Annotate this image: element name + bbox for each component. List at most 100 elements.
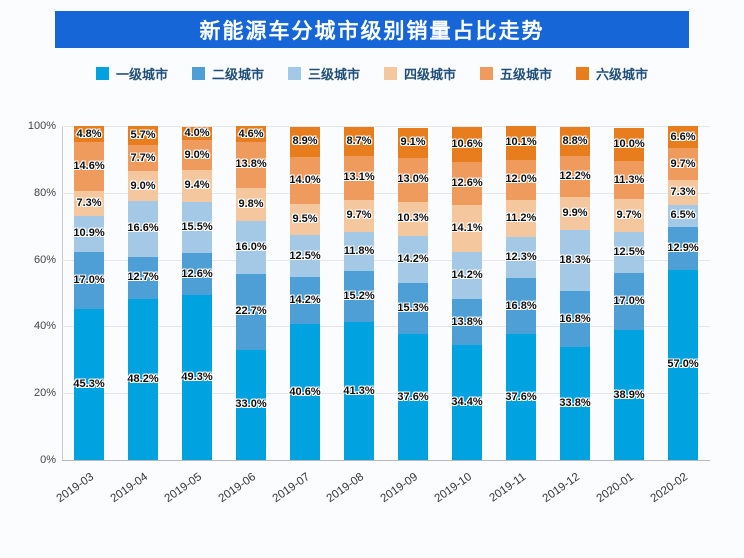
- segment-value-label: 12.2%: [559, 169, 591, 182]
- legend-item-tier3: 三级城市: [287, 64, 360, 83]
- legend-item-tier6: 六级城市: [576, 64, 648, 83]
- segment-value-label: 9.7%: [346, 209, 372, 222]
- y-axis: 0% 20% 40% 60% 80% 100%: [10, 120, 56, 466]
- bar-segment: 7.3%: [668, 180, 698, 205]
- bar-segment: 7.3%: [74, 191, 104, 216]
- segment-value-label: 14.2%: [289, 294, 321, 307]
- bar-segment: 11.2%: [506, 199, 536, 238]
- segment-value-label: 49.3%: [181, 371, 213, 384]
- legend: 一级城市 二级城市 三级城市 四级城市 五级城市 六级城市: [0, 64, 744, 83]
- x-axis-tick: 2020-01: [594, 471, 636, 506]
- bar-segment: 14.1%: [451, 204, 483, 252]
- bar-segment: 14.2%: [289, 276, 321, 325]
- segment-value-label: 7.3%: [670, 186, 696, 199]
- segment-value-label: 9.4%: [184, 179, 210, 192]
- bar-segment: 13.1%: [343, 155, 375, 200]
- bar-2019-11: 37.6% 16.8% 12.3% 11.2% 12.0% 10.1%: [505, 126, 537, 460]
- legend-item-tier1: 一级城市: [95, 64, 168, 83]
- bar-segment: 12.2%: [559, 156, 591, 197]
- gridline: [62, 126, 710, 127]
- segment-value-label: 22.7%: [235, 305, 267, 318]
- bar-segment: 12.6%: [181, 253, 213, 296]
- bar-2019-10: 34.4% 13.8% 14.2% 14.1% 12.6% 10.6%: [451, 127, 483, 460]
- bar-2019-05: 49.3% 12.6% 15.5% 9.4% 9.0% 4.0%: [181, 126, 213, 460]
- segment-value-label: 16.8%: [505, 299, 537, 312]
- bar-segment: 12.0%: [505, 159, 537, 200]
- bar-2020-01: 38.9% 17.0% 12.5% 9.7% 11.3% 10.0%: [613, 128, 645, 460]
- bar-segment: 9.1%: [398, 127, 428, 159]
- bar-segment: 33.8%: [559, 347, 591, 460]
- bar-segment: 15.5%: [181, 201, 213, 254]
- bar-segment: 57.0%: [667, 269, 699, 460]
- segment-value-label: 14.6%: [73, 160, 105, 173]
- x-axis-tick: 2019-08: [324, 471, 366, 506]
- bar-segment: 9.0%: [128, 171, 158, 202]
- bar-segment: 18.3%: [559, 229, 591, 291]
- segment-value-label: 14.2%: [397, 253, 429, 266]
- bar-segment: 45.3%: [73, 308, 105, 460]
- bar-segment: 34.4%: [451, 345, 483, 460]
- bar-segment: 7.7%: [128, 145, 158, 172]
- segment-value-label: 9.7%: [616, 208, 642, 221]
- segment-value-label: 9.0%: [130, 179, 156, 192]
- segment-value-label: 17.0%: [613, 295, 645, 308]
- segment-value-label: 5.7%: [130, 129, 156, 142]
- segment-value-label: 16.8%: [559, 312, 591, 325]
- bar-segment: 4.8%: [74, 126, 104, 143]
- bar-segment: 10.9%: [73, 215, 105, 252]
- y-axis-line: [62, 126, 63, 461]
- x-axis-tick: 2019-04: [108, 471, 150, 506]
- bar-2019-08: 41.3% 15.2% 11.8% 9.7% 13.1% 8.7%: [343, 126, 375, 460]
- segment-value-label: 9.9%: [562, 206, 588, 219]
- x-axis-tick: 2019-11: [487, 471, 528, 505]
- x-axis-tick: 2019-12: [540, 471, 582, 506]
- segment-value-label: 7.3%: [76, 196, 102, 209]
- legend-label: 四级城市: [404, 67, 457, 82]
- bar-segment: 13.8%: [451, 299, 483, 346]
- bar-segment: 8.7%: [344, 126, 374, 156]
- segment-value-label: 12.5%: [613, 245, 645, 258]
- segment-value-label: 13.1%: [343, 171, 375, 184]
- bar-2020-02: 57.0% 12.9% 6.5% 7.3% 9.7% 6.6%: [667, 126, 699, 460]
- x-axis-tick: 2019-05: [162, 471, 204, 506]
- bar-segment: 4.6%: [236, 126, 266, 142]
- bar-segment: 12.3%: [505, 237, 537, 279]
- x-axis-tick: 2020-02: [648, 471, 690, 506]
- bar-segment: 14.2%: [451, 251, 483, 300]
- bar-segment: 9.7%: [614, 199, 644, 232]
- bar-segment: 37.6%: [505, 334, 537, 460]
- bar-segment: 16.8%: [559, 291, 591, 348]
- gridline: [62, 460, 710, 461]
- segment-value-label: 9.7%: [670, 157, 696, 170]
- legend-swatch-icon: [95, 67, 109, 80]
- bar-segment: 6.5%: [668, 204, 698, 227]
- bar-segment: 17.0%: [613, 273, 645, 331]
- legend-item-tier2: 二级城市: [191, 64, 264, 83]
- bar-segment: 9.5%: [290, 203, 320, 236]
- x-axis-tick: 2019-06: [216, 471, 258, 506]
- bar-segment: 12.9%: [667, 226, 699, 270]
- segment-value-label: 12.6%: [451, 176, 483, 189]
- segment-value-label: 13.8%: [451, 315, 483, 328]
- legend-swatch-icon: [191, 67, 205, 80]
- bar-segment: 48.2%: [127, 299, 159, 460]
- gridline: [62, 393, 710, 395]
- y-axis-tick: 0%: [40, 454, 56, 466]
- segment-value-label: 12.0%: [505, 173, 537, 186]
- bar-segment: 9.9%: [560, 196, 590, 230]
- page-title: 新能源车分城市级别销量占比走势: [55, 11, 689, 48]
- segment-value-label: 16.6%: [127, 222, 159, 235]
- y-axis-tick: 40%: [33, 320, 56, 333]
- bar-segment: 10.0%: [613, 128, 645, 162]
- bar-segment: 9.8%: [236, 187, 266, 221]
- segment-value-label: 10.3%: [397, 212, 429, 225]
- segment-value-label: 14.0%: [289, 173, 321, 186]
- segment-value-label: 12.9%: [667, 241, 699, 254]
- x-axis: 2019-03 2019-04 2019-05 2019-06 2019-07 2019-…: [54, 469, 710, 539]
- bar-2019-12: 33.8% 16.8% 18.3% 9.9% 12.2% 8.8%: [559, 126, 591, 460]
- legend-swatch-icon: [384, 67, 397, 80]
- bar-segment: 9.7%: [668, 148, 698, 181]
- y-axis-tick: 80%: [33, 186, 56, 199]
- segment-value-label: 8.7%: [346, 134, 372, 147]
